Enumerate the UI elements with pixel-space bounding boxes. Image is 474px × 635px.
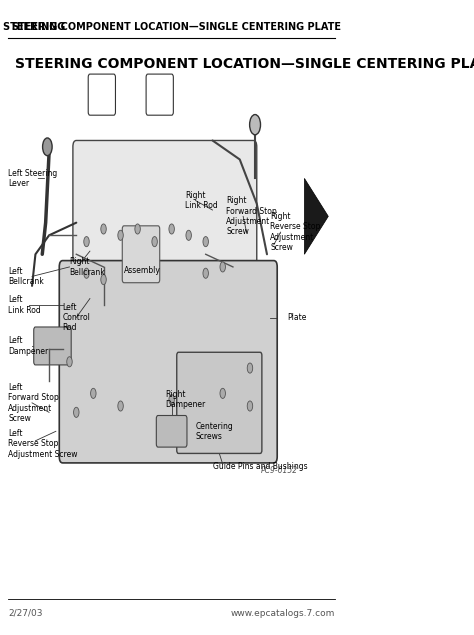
FancyBboxPatch shape — [73, 140, 257, 292]
Circle shape — [84, 237, 89, 246]
Circle shape — [169, 394, 174, 404]
FancyBboxPatch shape — [59, 260, 277, 463]
Text: STEERING: STEERING — [11, 22, 66, 32]
Text: Left
Forward Stop
Adjustment
Screw: Left Forward Stop Adjustment Screw — [8, 383, 59, 423]
Text: Centering
Screws: Centering Screws — [195, 422, 233, 441]
Text: Left
Reverse Stop
Adjustment Screw: Left Reverse Stop Adjustment Screw — [8, 429, 78, 459]
Circle shape — [43, 138, 52, 156]
Circle shape — [118, 401, 123, 411]
Text: Left Steering
Lever: Left Steering Lever — [8, 169, 57, 188]
Circle shape — [84, 268, 89, 278]
Text: Right
Bellcrank: Right Bellcrank — [70, 257, 105, 277]
Circle shape — [135, 224, 140, 234]
FancyBboxPatch shape — [34, 327, 71, 365]
Text: Right
Link Rod: Right Link Rod — [185, 191, 218, 210]
Circle shape — [247, 401, 253, 411]
Polygon shape — [304, 178, 328, 254]
Circle shape — [220, 262, 226, 272]
Text: Left
Link Rod: Left Link Rod — [8, 295, 41, 314]
FancyBboxPatch shape — [177, 352, 262, 453]
Text: Right
Dampener: Right Dampener — [165, 390, 205, 410]
FancyBboxPatch shape — [18, 65, 325, 495]
Text: Left
Control
Rod: Left Control Rod — [63, 303, 91, 332]
Text: www.epcatalogs.7.com: www.epcatalogs.7.com — [231, 609, 335, 618]
Circle shape — [91, 389, 96, 398]
FancyBboxPatch shape — [156, 415, 187, 447]
Circle shape — [152, 237, 157, 246]
Text: Assembly: Assembly — [124, 265, 161, 274]
Circle shape — [101, 224, 106, 234]
Text: Plate: Plate — [287, 313, 307, 322]
Circle shape — [186, 231, 191, 241]
Circle shape — [247, 363, 253, 373]
Circle shape — [203, 237, 209, 246]
Text: PC9-6152: PC9-6152 — [261, 466, 298, 475]
Circle shape — [118, 231, 123, 241]
Text: STEERING COMPONENT LOCATION—SINGLE CENTERING PLATE: STEERING COMPONENT LOCATION—SINGLE CENTE… — [3, 22, 341, 32]
Text: Right
Forward Stop
Adjustment
Screw: Right Forward Stop Adjustment Screw — [226, 196, 277, 236]
Circle shape — [250, 114, 261, 135]
Text: 2/27/03: 2/27/03 — [8, 609, 43, 618]
Text: Left
Dampener: Left Dampener — [8, 337, 48, 356]
Circle shape — [220, 389, 226, 398]
Circle shape — [101, 274, 106, 284]
Text: Guide Pins and Bushings: Guide Pins and Bushings — [212, 462, 307, 471]
Text: Right
Reverse Stop
Adjustment
Screw: Right Reverse Stop Adjustment Screw — [270, 212, 321, 252]
Circle shape — [73, 407, 79, 417]
Text: Left
Bellcrank: Left Bellcrank — [8, 267, 44, 286]
FancyBboxPatch shape — [122, 226, 160, 283]
Circle shape — [203, 268, 209, 278]
Text: STEERING COMPONENT LOCATION—SINGLE CENTERING PLATE: STEERING COMPONENT LOCATION—SINGLE CENTE… — [15, 57, 474, 71]
Circle shape — [169, 224, 174, 234]
Circle shape — [67, 357, 72, 367]
